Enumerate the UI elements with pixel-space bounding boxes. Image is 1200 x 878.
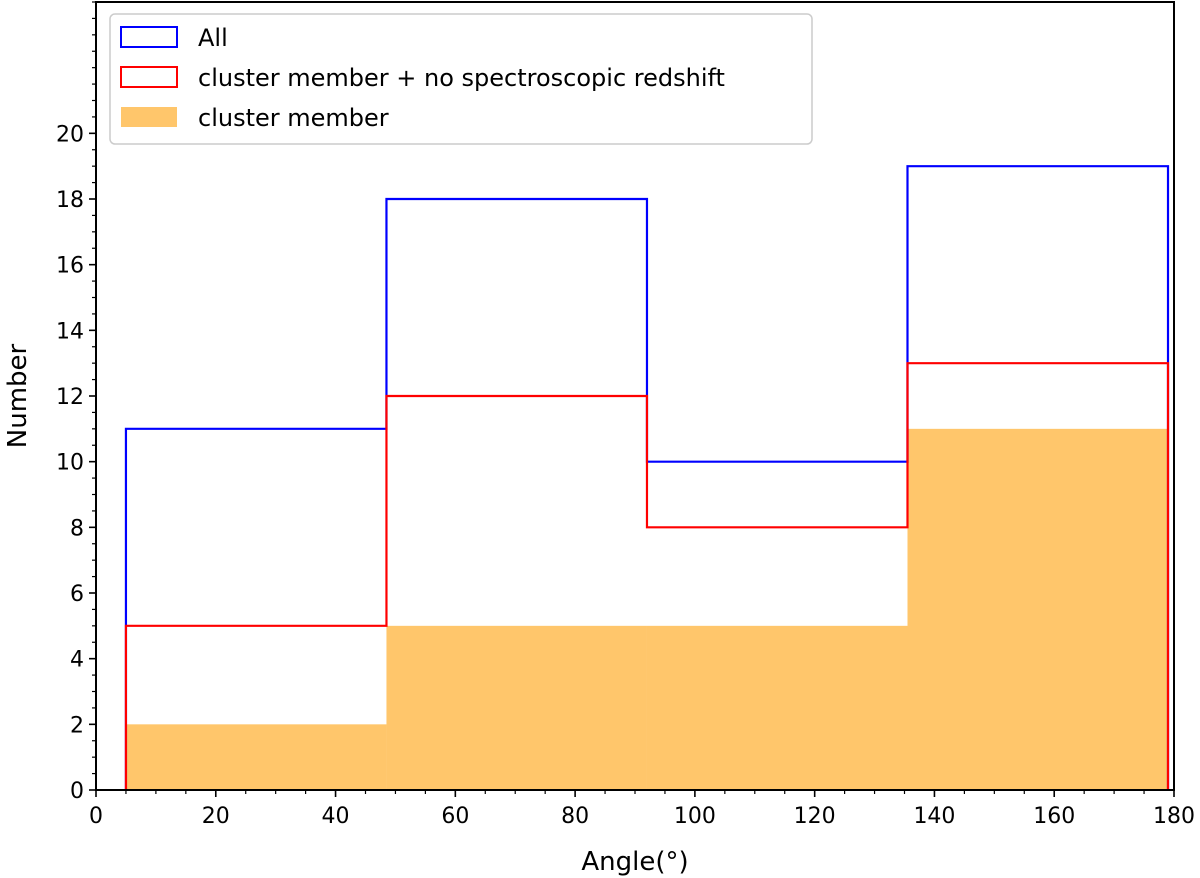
bar-3 — [646, 625, 908, 790]
legend-swatch-cluster-member — [121, 107, 177, 127]
y-tick-label: 0 — [70, 779, 84, 804]
x-tick-label: 20 — [202, 804, 230, 829]
plot-frame — [95, 1, 1175, 791]
y-tick-label: 8 — [70, 516, 84, 541]
y-tick-label: 14 — [56, 319, 84, 344]
x-axis-label: Angle(°) — [581, 847, 688, 877]
step-line-series-1 — [124, 165, 1170, 790]
bar-2 — [386, 625, 647, 790]
y-tick-label: 10 — [56, 451, 84, 476]
legend-swatch-no-spec-z — [120, 66, 178, 88]
y-tick-label: 18 — [56, 188, 84, 213]
x-tick-label: 140 — [913, 804, 955, 829]
y-tick-label: 16 — [56, 254, 84, 279]
step-outlines — [124, 165, 1170, 790]
legend: All cluster member + no spectroscopic re… — [109, 13, 813, 145]
y-tick-label: 20 — [56, 122, 84, 147]
y-tick-label: 4 — [70, 648, 84, 673]
x-tick-label: 160 — [1033, 804, 1075, 829]
x-tick-label: 180 — [1153, 804, 1195, 829]
filled-bars — [125, 428, 1169, 790]
x-tick-label: 120 — [794, 804, 836, 829]
major-ticks — [89, 132, 1175, 797]
y-axis-label: Number — [3, 343, 33, 448]
legend-label-all: All — [198, 24, 228, 52]
y-tick-label: 2 — [70, 713, 84, 738]
bar-4 — [907, 428, 1169, 790]
legend-label-cluster-member: cluster member — [198, 104, 389, 132]
legend-label-no-spec-z: cluster member + no spectroscopic redshi… — [198, 64, 725, 92]
x-tick-label: 60 — [441, 804, 469, 829]
legend-swatch-all — [120, 26, 178, 48]
x-tick-label: 0 — [89, 804, 103, 829]
tick-labels: 0 20 40 60 80 100 120 140 160 180 0 2 4 6 8 10 12 14 16 18 2… — [56, 122, 1195, 829]
y-tick-label: 6 — [70, 582, 84, 607]
legend-box — [109, 13, 813, 145]
x-tick-label: 40 — [322, 804, 350, 829]
y-tick-label: 12 — [56, 385, 84, 410]
x-tick-label: 100 — [674, 804, 716, 829]
bar-1 — [125, 724, 387, 790]
step-line-series-2 — [124, 362, 1170, 790]
x-tick-label: 80 — [561, 804, 589, 829]
